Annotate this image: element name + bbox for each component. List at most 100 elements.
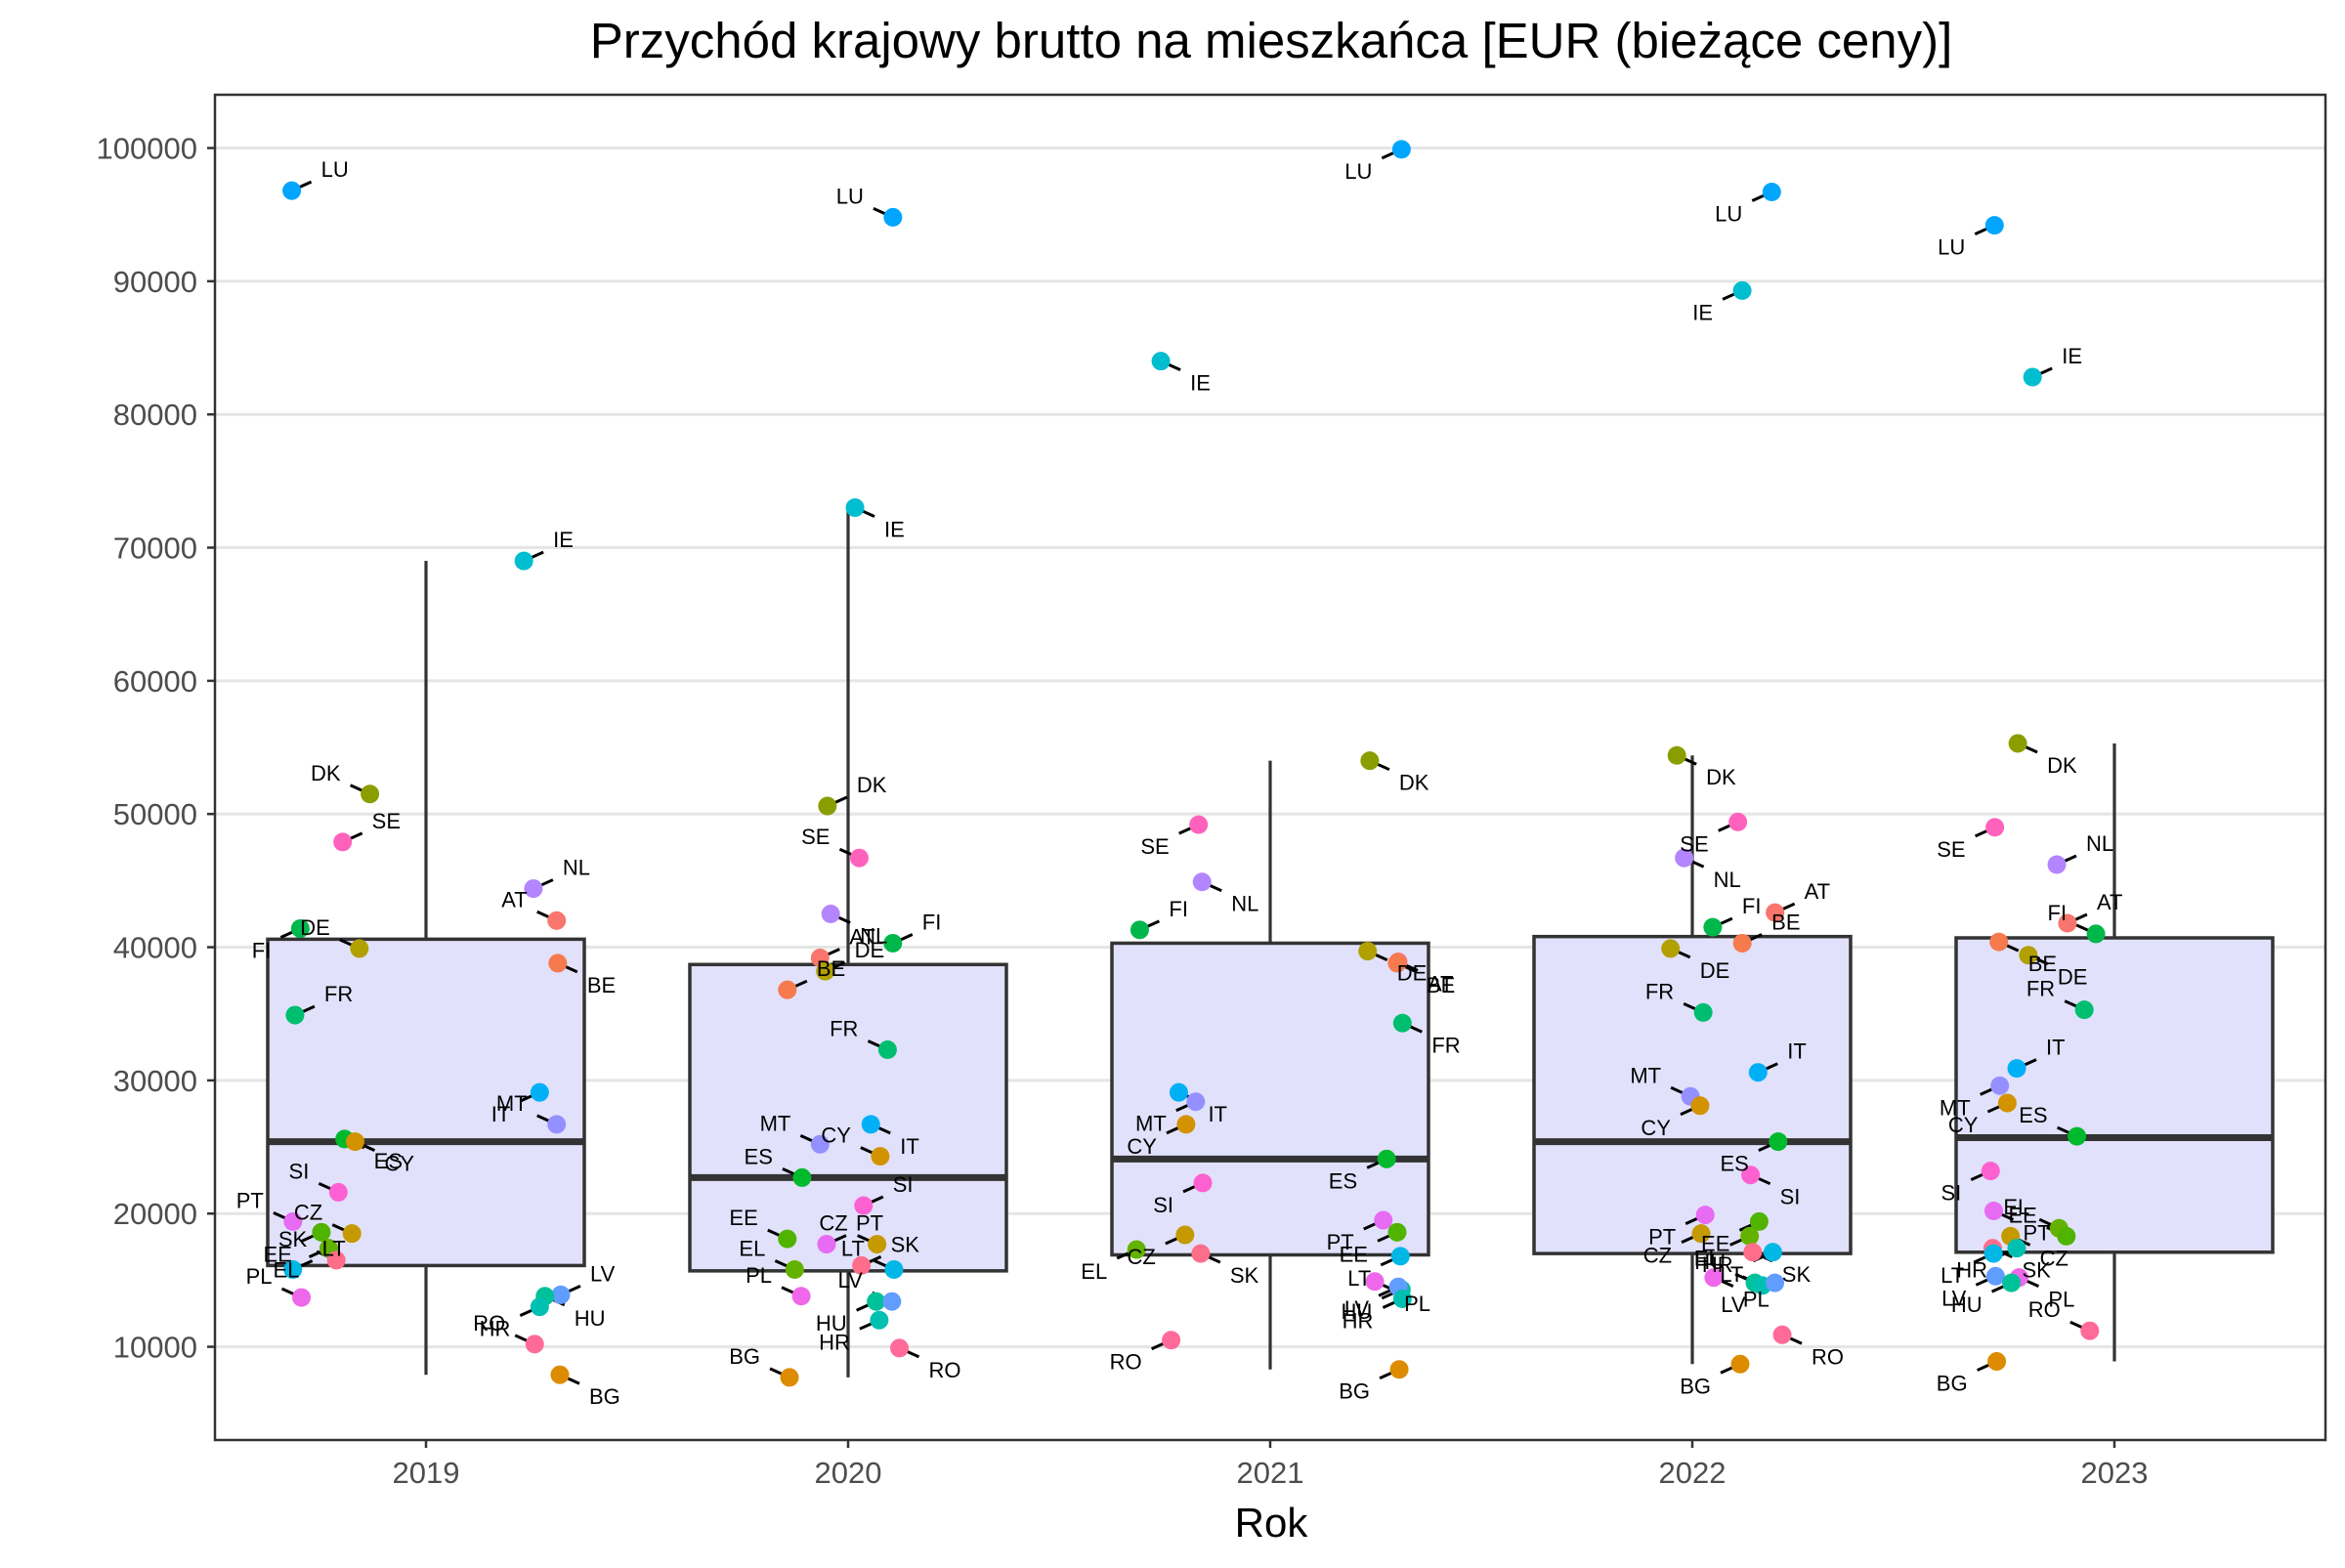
point-FR-2019: [285, 1005, 305, 1025]
point-label-MT-2021: MT: [1135, 1112, 1167, 1136]
point-label-AT-2021: AT: [1428, 972, 1453, 996]
point-label-HR-2020: HR: [819, 1330, 850, 1354]
point-label-NL-2020: NL: [860, 923, 887, 948]
point-label-FI-2020: FI: [922, 910, 942, 934]
point-label-CY-2022: CY: [1641, 1116, 1671, 1140]
point-PL-2020: [791, 1287, 811, 1306]
point-BG-2019: [550, 1365, 570, 1384]
point-IE-2023: [2023, 367, 2042, 387]
y-tick-label: 40000: [113, 931, 197, 965]
x-tick-label: 2023: [2081, 1456, 2149, 1490]
point-label-BE-2022: BE: [1771, 910, 1800, 934]
point-label-NL-2023: NL: [2086, 831, 2113, 856]
point-LU-2023: [1984, 216, 2004, 235]
point-labels: LUIEDKSENLATFIDEBEFRITMTESCYSIPTEECZELSK…: [236, 157, 2123, 1409]
point-label-FI-2021: FI: [1169, 897, 1188, 921]
point-label-BG-2019: BG: [589, 1384, 620, 1409]
point-SE-2020: [849, 848, 869, 868]
point-IT-2019: [530, 1082, 549, 1102]
point-label-IE-2021: IE: [1190, 371, 1211, 396]
point-label-RO-2023: RO: [2028, 1297, 2061, 1322]
point-EE-2021: [1387, 1222, 1407, 1242]
point-label-FI-2019: FI: [252, 938, 272, 962]
point-label-IE-2023: IE: [2062, 344, 2082, 368]
y-tick-label: 90000: [113, 265, 197, 299]
point-LU-2021: [1391, 140, 1411, 159]
y-tick-label: 20000: [113, 1197, 197, 1231]
point-label-LU-2019: LU: [321, 157, 349, 182]
point-label-LU-2020: LU: [836, 184, 864, 208]
point-label-EL-2022: EL: [1694, 1246, 1721, 1270]
point-NL-2022: [1675, 848, 1694, 868]
point-AT-2019: [547, 911, 567, 930]
point-label-EE-2021: EE: [1340, 1242, 1368, 1266]
point-label-FI-2023: FI: [2048, 901, 2068, 925]
point-label-HR-2019: HR: [480, 1317, 511, 1341]
point-EL-2022: [1740, 1226, 1760, 1246]
point-label-LU-2021: LU: [1344, 159, 1372, 184]
point-IE-2019: [514, 551, 533, 571]
point-label-EE-2023: EE: [2008, 1203, 2036, 1227]
point-label-CY-2019: CY: [384, 1152, 414, 1176]
point-PT-2023: [1983, 1202, 2003, 1221]
point-EE-2023: [2057, 1226, 2076, 1246]
point-EE-2019: [312, 1222, 331, 1242]
point-FR-2020: [877, 1040, 897, 1060]
point-FI-2021: [1130, 920, 1149, 940]
point-label-IT-2023: IT: [2046, 1036, 2066, 1060]
point-IT-2021: [1169, 1082, 1188, 1102]
point-label-LT-2021: LT: [1347, 1266, 1371, 1291]
point-ES-2023: [2068, 1126, 2087, 1146]
point-label-DE-2021: DE: [1397, 961, 1428, 986]
point-BG-2021: [1389, 1360, 1409, 1379]
data-points: [282, 140, 2106, 1387]
box-2020: [688, 962, 1008, 1273]
point-label-HU-2022: HU: [1694, 1250, 1726, 1274]
point-label-LU-2022: LU: [1715, 202, 1742, 227]
point-HU-2020: [867, 1292, 886, 1311]
point-SK-2021: [1191, 1244, 1211, 1263]
point-NL-2023: [2047, 855, 2067, 874]
point-RO-2020: [889, 1338, 909, 1358]
point-label-FR-2021: FR: [1431, 1033, 1460, 1057]
point-NL-2020: [821, 904, 840, 923]
point-label-NL-2021: NL: [1231, 892, 1258, 916]
point-SK-2019: [326, 1250, 346, 1270]
box-2019: [266, 937, 586, 1268]
point-SK-2020: [852, 1255, 872, 1275]
point-label-AT-2020: AT: [849, 924, 874, 949]
point-ES-2022: [1769, 1132, 1788, 1152]
x-tick-label: 2022: [1659, 1456, 1727, 1490]
point-SI-2023: [1981, 1162, 2000, 1181]
point-label-PT-2023: PT: [2023, 1221, 2050, 1246]
point-HU-2023: [2002, 1273, 2022, 1293]
point-label-AT-2023: AT: [2097, 890, 2122, 914]
point-label-SK-2021: SK: [1230, 1263, 1259, 1288]
point-LU-2019: [282, 181, 302, 200]
x-tick-label: 2019: [393, 1456, 460, 1490]
point-BE-2020: [778, 980, 797, 999]
point-label-MT-2023: MT: [1940, 1095, 1971, 1120]
point-DK-2019: [361, 784, 380, 804]
point-label-PT-2022: PT: [1648, 1225, 1676, 1250]
point-BG-2022: [1730, 1354, 1750, 1374]
point-label-PT-2020: PT: [856, 1211, 883, 1236]
point-label-SE-2020: SE: [801, 825, 830, 849]
point-FI-2019: [290, 918, 310, 938]
point-label-DK-2023: DK: [2047, 753, 2077, 778]
point-label-EL-2021: EL: [1081, 1259, 1107, 1284]
point-label-HU-2020: HU: [816, 1311, 847, 1335]
point-label-FR-2022: FR: [1645, 979, 1674, 1003]
x-axis-title: Rok: [1235, 1500, 1309, 1546]
y-tick-label: 70000: [113, 531, 197, 566]
point-label-SK-2019: SK: [278, 1227, 308, 1251]
point-PT-2022: [1695, 1206, 1715, 1225]
point-label-EL-2020: EL: [739, 1236, 765, 1260]
point-label-BE-2023: BE: [2028, 952, 2057, 976]
point-CZ-2022: [1691, 1224, 1711, 1244]
point-RO-2022: [1772, 1325, 1792, 1344]
point-label-SI-2019: SI: [289, 1159, 310, 1183]
point-PT-2021: [1374, 1210, 1393, 1230]
